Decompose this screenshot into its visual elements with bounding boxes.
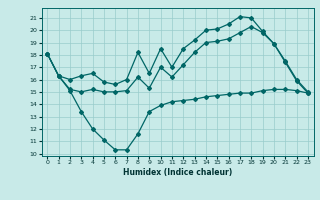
X-axis label: Humidex (Indice chaleur): Humidex (Indice chaleur) (123, 168, 232, 177)
